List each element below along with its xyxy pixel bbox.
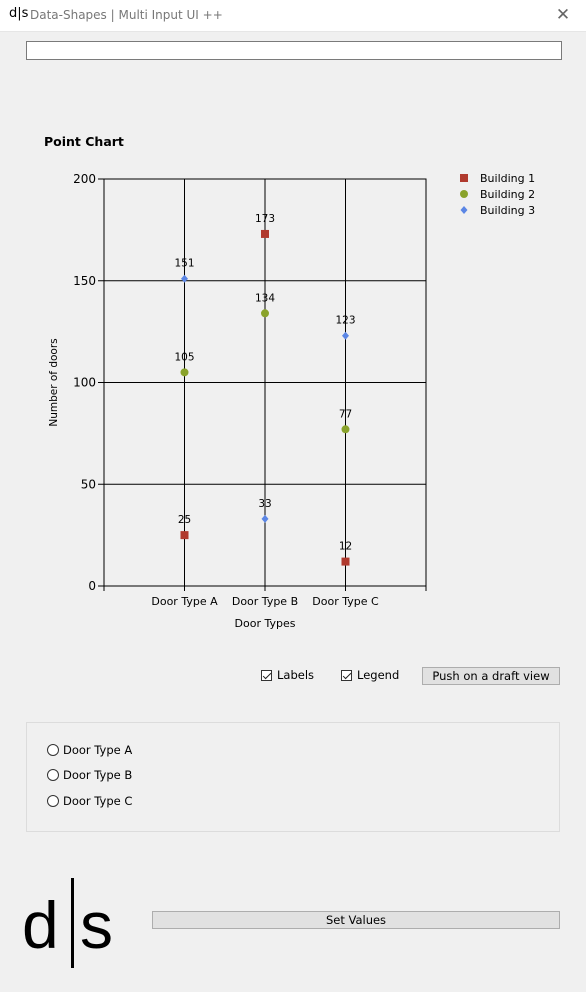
labels-checkbox-box[interactable] — [261, 669, 272, 681]
data-point — [342, 331, 349, 340]
point-chart: Point Chart 0 50 100 150 200 Door Type A Door T… — [44, 134, 535, 630]
legend-entry: Building 1 — [480, 172, 535, 185]
app-logo-icon: d|s — [9, 6, 29, 21]
y-tick-label: 0 — [88, 579, 96, 593]
legend-entry: Building 2 — [480, 188, 535, 201]
door-type-group: Door Type A Door Type B Door Type C — [26, 722, 560, 832]
data-label: 173 — [255, 213, 275, 225]
y-tick-label: 150 — [73, 274, 96, 288]
data-point — [341, 557, 350, 566]
radio-door-type-a[interactable]: Door Type A — [47, 743, 132, 757]
data-point — [460, 174, 468, 182]
title-bar: d|s Data-Shapes | Multi Input UI ++ ✕ — [0, 0, 586, 32]
x-tick-label: Door Type A — [151, 595, 218, 608]
svg-text:d: d — [22, 888, 59, 962]
legend-checkbox-label: Legend — [357, 668, 400, 682]
radio-label: Door Type C — [63, 794, 133, 808]
x-tick-label: Door Type B — [232, 595, 298, 608]
data-point — [261, 309, 269, 318]
set-values-button[interactable]: Set Values — [152, 911, 560, 929]
close-button[interactable]: ✕ — [555, 5, 571, 25]
y-tick-label: 50 — [81, 477, 96, 491]
legend-checkbox-box[interactable] — [341, 669, 352, 681]
data-label: 12 — [339, 541, 352, 553]
data-shapes-logo-icon: d s — [22, 878, 113, 968]
data-point — [460, 190, 468, 198]
chart-title: Point Chart — [44, 134, 124, 149]
data-point — [261, 514, 269, 523]
radio-circle[interactable] — [47, 795, 59, 807]
x-axis-label: Door Types — [235, 617, 296, 630]
data-point — [261, 229, 269, 238]
data-label: 105 — [174, 351, 194, 363]
data-point — [460, 206, 468, 214]
x-tick-label: Door Type C — [312, 595, 379, 608]
y-tick-label: 100 — [73, 376, 96, 390]
y-tick-label: 200 — [73, 172, 96, 186]
data-point — [341, 425, 350, 434]
data-point — [181, 274, 188, 283]
window-title: Data-Shapes | Multi Input UI ++ — [30, 8, 223, 22]
radio-label: Door Type B — [63, 768, 133, 782]
legend-checkbox[interactable]: Legend — [341, 668, 399, 682]
top-text-input[interactable] — [26, 41, 562, 60]
y-axis-label: Number of doors — [48, 338, 60, 426]
data-label: 123 — [335, 315, 355, 327]
data-label: 33 — [258, 498, 271, 510]
radio-door-type-c[interactable]: Door Type C — [47, 794, 132, 808]
data-point — [180, 531, 189, 540]
radio-door-type-b[interactable]: Door Type B — [47, 768, 132, 782]
labels-checkbox-label: Labels — [277, 668, 315, 682]
data-label: 134 — [255, 292, 275, 304]
radio-circle[interactable] — [47, 769, 59, 781]
radio-label: Door Type A — [63, 743, 133, 757]
push-draft-view-button[interactable]: Push on a draft view — [422, 667, 560, 685]
data-label: 25 — [178, 514, 191, 526]
data-point — [180, 368, 189, 377]
data-label: 151 — [174, 258, 194, 270]
legend-entry: Building 3 — [480, 204, 535, 217]
svg-text:s: s — [80, 888, 113, 962]
radio-circle[interactable] — [47, 744, 59, 756]
labels-checkbox[interactable]: Labels — [261, 668, 314, 682]
data-label: 77 — [339, 408, 352, 420]
